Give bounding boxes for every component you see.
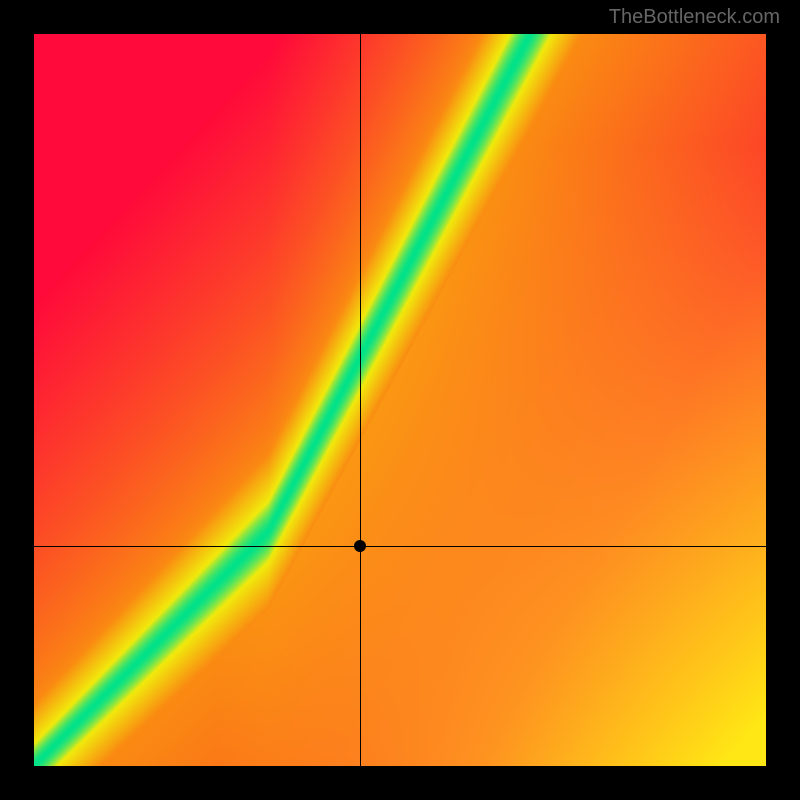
heatmap-canvas bbox=[34, 34, 766, 766]
crosshair-vertical bbox=[360, 34, 361, 766]
bottleneck-heatmap bbox=[34, 34, 766, 766]
selected-point-marker bbox=[354, 540, 366, 552]
crosshair-horizontal bbox=[34, 546, 766, 547]
watermark: TheBottleneck.com bbox=[609, 6, 780, 29]
